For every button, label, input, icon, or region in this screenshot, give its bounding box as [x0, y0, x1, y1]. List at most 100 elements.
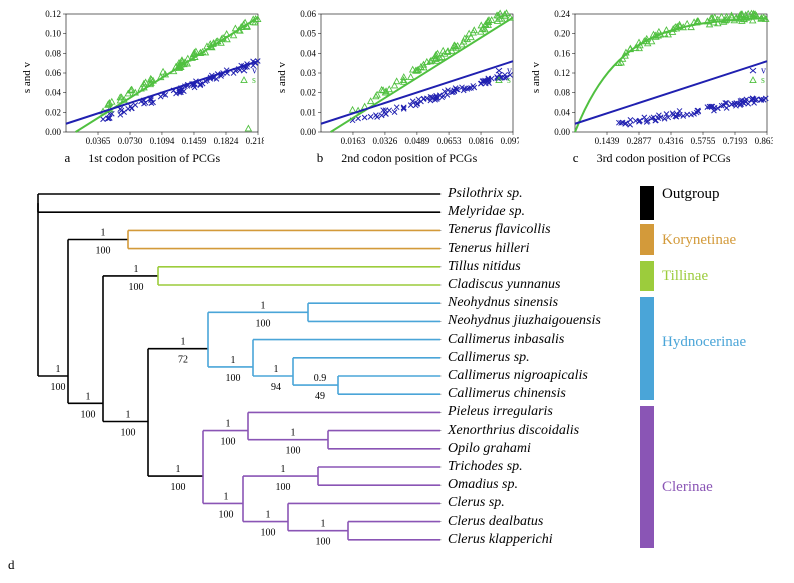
svg-text:0.04: 0.04	[45, 88, 61, 98]
svg-text:100: 100	[81, 409, 96, 420]
taxon-label: Callimerus nigroapicalis	[448, 368, 588, 384]
svg-text:1: 1	[56, 364, 61, 375]
chart-b: s and v 0.00 0.01 0.02 0.03 0.04 0.05 0.06 0.016…	[275, 8, 520, 166]
svg-text:0.1094: 0.1094	[149, 136, 174, 146]
svg-text:0.2877: 0.2877	[627, 136, 652, 146]
xlabel: 3rd codon position of PCGs	[597, 151, 731, 166]
svg-text:0.0653: 0.0653	[436, 136, 461, 146]
svg-text:0.02: 0.02	[45, 107, 61, 117]
svg-text:0.05: 0.05	[300, 29, 316, 39]
taxon-label: Clerus klapperichi	[448, 532, 553, 548]
svg-text:0.2189: 0.2189	[245, 136, 263, 146]
svg-text:0.02: 0.02	[300, 88, 316, 98]
svg-text:0.5755: 0.5755	[691, 136, 716, 146]
svg-text:1: 1	[181, 337, 186, 348]
svg-text:0.0326: 0.0326	[372, 136, 397, 146]
svg-text:1: 1	[291, 428, 296, 439]
svg-text:100: 100	[171, 482, 186, 493]
svg-text:1: 1	[101, 228, 106, 239]
svg-text:0.24: 0.24	[554, 9, 570, 19]
svg-text:0.04: 0.04	[554, 107, 570, 117]
chart-c: s and v0.000.040.080.120.160.200.240.143…	[529, 8, 774, 166]
panel-letter: a	[64, 150, 70, 166]
legend-bar-hydnocerinae	[640, 297, 654, 400]
svg-text:0.04: 0.04	[300, 48, 316, 58]
svg-text:0.03: 0.03	[300, 68, 316, 78]
svg-text:0.08: 0.08	[554, 88, 570, 98]
taxon-label: Clerus sp.	[448, 495, 505, 511]
svg-text:0.1439: 0.1439	[595, 136, 620, 146]
svg-text:1: 1	[226, 419, 231, 430]
tree-section: 11001100110011001100172110011001940.9491…	[0, 166, 794, 569]
svg-text:100: 100	[219, 509, 234, 520]
svg-text:1: 1	[176, 464, 181, 475]
svg-text:0.12: 0.12	[554, 68, 570, 78]
svg-text:1: 1	[281, 464, 286, 475]
taxon-label: Opilo grahami	[448, 441, 531, 457]
legend-bar-tillinae	[640, 261, 654, 291]
charts-row: s and v 0.00 0.02 0.04 0.06 0.08 0.10 0.12 0.036…	[0, 0, 794, 166]
svg-text:0.0816: 0.0816	[468, 136, 493, 146]
svg-text:100: 100	[221, 437, 236, 448]
svg-text:0.0730: 0.0730	[117, 136, 142, 146]
legend-label-clerinae: Clerinae	[662, 479, 713, 496]
svg-text:0.08: 0.08	[45, 48, 61, 58]
svg-text:0.4316: 0.4316	[659, 136, 684, 146]
svg-text:0.00: 0.00	[300, 127, 316, 137]
svg-text:100: 100	[96, 246, 111, 257]
svg-text:0.0365: 0.0365	[85, 136, 110, 146]
svg-text:0.1824: 0.1824	[213, 136, 238, 146]
ylabel: s and v	[21, 62, 33, 93]
xlabel: 2nd codon position of PCGs	[341, 151, 477, 166]
taxon-label: Neohydnus sinensis	[448, 295, 558, 311]
taxon-label: Omadius sp.	[448, 477, 518, 493]
svg-text:1: 1	[261, 300, 266, 311]
ylabel: s and v	[276, 62, 288, 93]
svg-text:1: 1	[274, 364, 279, 375]
svg-text:0.12: 0.12	[45, 9, 61, 19]
svg-text:1: 1	[224, 491, 229, 502]
legend-label-outgroup: Outgroup	[662, 186, 720, 203]
taxon-label: Neohydnus jiuzhaigouensis	[448, 313, 601, 329]
svg-text:1: 1	[86, 391, 91, 402]
legend-label-korynetinae: Korynetinae	[662, 232, 736, 249]
taxon-label: Clerus dealbatus	[448, 514, 543, 530]
svg-text:100: 100	[121, 428, 136, 439]
svg-text:49: 49	[315, 391, 325, 402]
chart-a: s and v0.000.020.040.060.080.100.120.036…	[20, 8, 265, 166]
svg-text:s: s	[507, 75, 511, 86]
svg-text:94: 94	[271, 382, 281, 393]
xlabel: 1st codon position of PCGs	[88, 151, 220, 166]
taxon-label: Callimerus sp.	[448, 350, 530, 366]
svg-text:72: 72	[178, 355, 188, 366]
svg-text:0.00: 0.00	[554, 127, 570, 137]
svg-text:0.9: 0.9	[314, 373, 327, 384]
legend-bar-clerinae	[640, 406, 654, 547]
ylabel: s and v	[530, 62, 542, 93]
svg-text:0.16: 0.16	[554, 48, 570, 58]
svg-text:0.8632: 0.8632	[755, 136, 773, 146]
svg-text:1: 1	[134, 264, 139, 275]
svg-text:s: s	[252, 75, 256, 86]
svg-text:0.01: 0.01	[300, 107, 316, 117]
svg-text:0.06: 0.06	[300, 9, 316, 19]
taxon-label: Callimerus inbasalis	[448, 332, 564, 348]
taxon-label: Tenerus hilleri	[448, 241, 530, 257]
svg-text:100: 100	[276, 482, 291, 493]
panel-letter: c	[573, 150, 579, 166]
taxon-label: Melyridae sp.	[448, 204, 525, 220]
svg-text:100: 100	[256, 318, 271, 329]
svg-text:0.10: 0.10	[45, 29, 61, 39]
svg-text:0.0163: 0.0163	[340, 136, 365, 146]
legend-column: OutgroupKorynetinaeTillinaeHydnocerinaeC…	[640, 184, 770, 569]
svg-text:100: 100	[51, 382, 66, 393]
taxon-label: Tenerus flavicollis	[448, 222, 551, 238]
svg-text:100: 100	[286, 446, 301, 457]
svg-text:100: 100	[129, 282, 144, 293]
svg-text:0.0979: 0.0979	[500, 136, 518, 146]
taxon-label: Xenorthrius discoidalis	[448, 423, 579, 439]
svg-text:1: 1	[231, 355, 236, 366]
tree-area: 11001100110011001100172110011001940.9491…	[8, 184, 628, 569]
legend-bar-korynetinae	[640, 224, 654, 254]
taxon-label: Callimerus chinensis	[448, 386, 566, 402]
